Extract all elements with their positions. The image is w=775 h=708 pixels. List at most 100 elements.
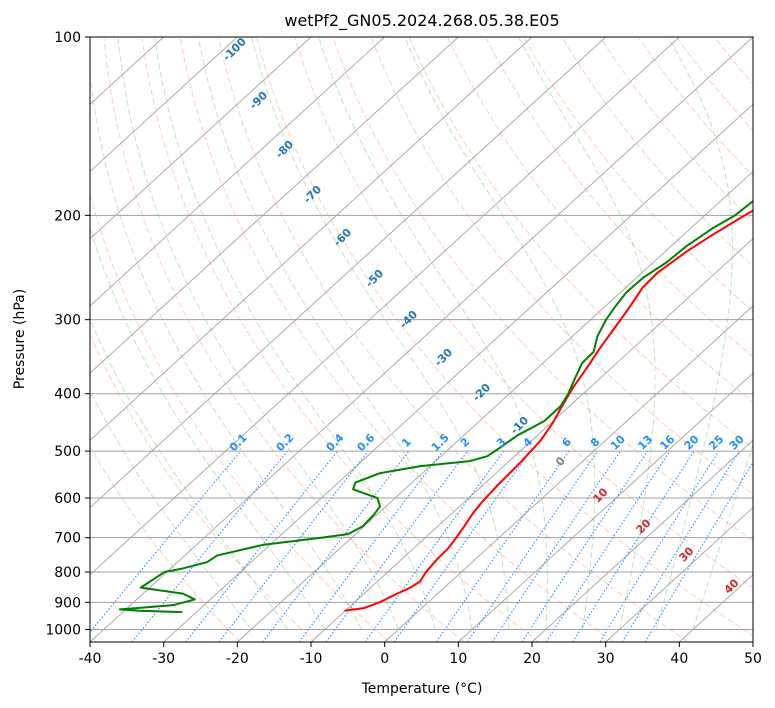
y-tick-label: 300 [54, 313, 81, 329]
moist-adiabat [90, 226, 326, 630]
mixing-ratio-label: 3 [494, 435, 509, 450]
x-tick-label: -30 [152, 651, 175, 667]
x-tick-label: 0 [380, 651, 389, 667]
mixing-ratio-line [599, 450, 720, 642]
moist-adiabat [404, 37, 596, 630]
isotherm-line [90, 37, 459, 374]
warm-isotherm-label: 0 [553, 454, 568, 469]
mixing-ratio-line [393, 450, 531, 642]
warm-isotherm-label: 10 [591, 485, 611, 505]
isotherm-line [531, 439, 753, 642]
y-tick-label: 700 [54, 531, 81, 547]
dry-adiabat [217, 37, 689, 642]
x-tick-label: 40 [670, 651, 688, 667]
y-tick-label: 400 [54, 387, 81, 403]
moist-adiabat [655, 37, 733, 630]
y-tick-label: 200 [54, 208, 81, 224]
mixing-ratio-label: 1 [399, 435, 414, 450]
moist-adiabat [318, 37, 548, 630]
moist-adiabat [197, 37, 473, 630]
dry-adiabat [561, 37, 753, 267]
dry-adiabat [523, 37, 753, 313]
x-tick-label: -20 [226, 651, 249, 667]
x-axis-label: Temperature (°C) [361, 681, 483, 697]
mixing-ratio-line [491, 450, 621, 642]
mixing-ratio-label: 30 [727, 432, 747, 452]
dry-adiabat [255, 37, 753, 637]
dewpoint-profile [118, 199, 753, 614]
isotherm-line [90, 37, 606, 509]
moist-adiabat [251, 37, 510, 630]
dry-adiabat [752, 37, 753, 39]
plot-area [90, 37, 753, 642]
isotherm-label: -10 [508, 414, 531, 437]
mixing-ratio-label: 2 [458, 435, 473, 450]
temperature-profile [344, 209, 753, 612]
isotherm-line [90, 37, 533, 441]
dry-adiabat [446, 37, 753, 403]
y-tick-label: 1000 [45, 622, 81, 638]
dry-adiabat [103, 37, 465, 642]
isotherm-label: -50 [363, 267, 386, 290]
mixing-ratio-line [90, 450, 242, 633]
mixing-ratio-line [644, 461, 753, 642]
isotherm-line [605, 506, 753, 642]
y-tick-label: 100 [54, 30, 81, 46]
dry-adiabat [141, 37, 540, 642]
isotherm-line [310, 238, 753, 642]
dry-adiabat [90, 445, 241, 642]
isotherm-label: -100 [220, 35, 249, 64]
isotherm-line [752, 641, 753, 642]
dry-adiabat [90, 192, 390, 642]
moist-adiabat [90, 317, 289, 630]
x-tick-label: -40 [79, 651, 102, 667]
moist-adiabat [117, 37, 399, 630]
mixing-ratio-line [218, 450, 369, 642]
isotherm-line [458, 372, 753, 642]
warm-isotherm-label: 40 [722, 576, 742, 596]
dry-adiabat [484, 37, 753, 358]
x-tick-label: -10 [300, 651, 323, 667]
isotherm-label: -40 [397, 308, 420, 331]
chart-title: wetPf2_GN05.2024.268.05.38.E05 [284, 11, 559, 31]
dry-adiabat [408, 37, 753, 449]
isotherm-label: -30 [432, 346, 455, 369]
mixing-ratio-label: 16 [657, 432, 677, 452]
isotherm-line [90, 37, 238, 173]
mixing-ratio-label: 13 [635, 433, 655, 453]
x-axis: -40 -30 -20 -10 0 10 20 30 40 50 [79, 642, 762, 667]
mixing-ratio-line [364, 450, 505, 642]
mixing-ratio-line [572, 450, 695, 642]
plot-frame [89, 36, 754, 643]
mixing-ratio-line [325, 450, 468, 642]
y-axis-label: Pressure (hPa) [12, 289, 28, 389]
mixing-ratio-label: 25 [706, 433, 726, 453]
mixing-ratio-line [435, 450, 570, 642]
mixing-ratio-line [467, 450, 599, 642]
mixing-ratio-line [621, 450, 740, 642]
isotherm-line [384, 305, 753, 642]
isotherm-line [90, 37, 680, 576]
moist-adiabat [692, 442, 753, 630]
moist-adiabat [90, 389, 252, 630]
isotherm-label: -20 [470, 381, 493, 404]
y-tick-label: 800 [54, 565, 81, 581]
moist-adiabat [90, 71, 363, 630]
mixing-ratio-label: 8 [588, 435, 603, 450]
dry-adiabat [713, 37, 753, 85]
mixing-ratio-line [521, 450, 649, 642]
mixing-ratio-line [131, 450, 289, 642]
isotherm-label: -60 [331, 226, 354, 249]
y-tick-label: 600 [54, 491, 81, 507]
isotherm-label: -70 [301, 183, 324, 206]
y-tick-label: 500 [54, 444, 81, 460]
y-axis: 1000 900 800 700 600 500 400 300 200 100 [45, 30, 90, 638]
isotherm-line [90, 37, 385, 307]
mixing-ratio-line [262, 450, 410, 642]
mixing-ratio-line [298, 450, 444, 642]
dry-adiabat [637, 37, 753, 177]
x-tick-label: 30 [597, 651, 615, 667]
isotherm-line [237, 170, 753, 642]
